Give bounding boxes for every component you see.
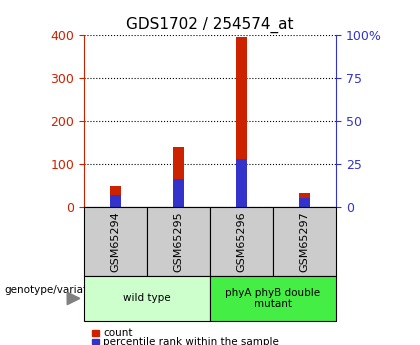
Text: GSM65295: GSM65295 — [173, 211, 184, 272]
Text: wild type: wild type — [123, 294, 171, 303]
Text: GSM65296: GSM65296 — [236, 211, 247, 272]
Bar — [236, 159, 247, 207]
Text: genotype/variation: genotype/variation — [4, 285, 103, 295]
Bar — [299, 198, 310, 207]
Title: GDS1702 / 254574_at: GDS1702 / 254574_at — [126, 17, 294, 33]
Text: GSM65297: GSM65297 — [299, 211, 310, 272]
Bar — [173, 147, 184, 207]
Bar — [299, 193, 310, 207]
Text: GSM65294: GSM65294 — [110, 211, 121, 272]
Bar — [236, 37, 247, 207]
Text: count: count — [103, 328, 133, 338]
Text: phyA phyB double
mutant: phyA phyB double mutant — [226, 288, 320, 309]
Text: percentile rank within the sample: percentile rank within the sample — [103, 337, 279, 345]
Bar — [110, 186, 121, 207]
Bar — [110, 195, 121, 207]
Bar — [173, 179, 184, 207]
